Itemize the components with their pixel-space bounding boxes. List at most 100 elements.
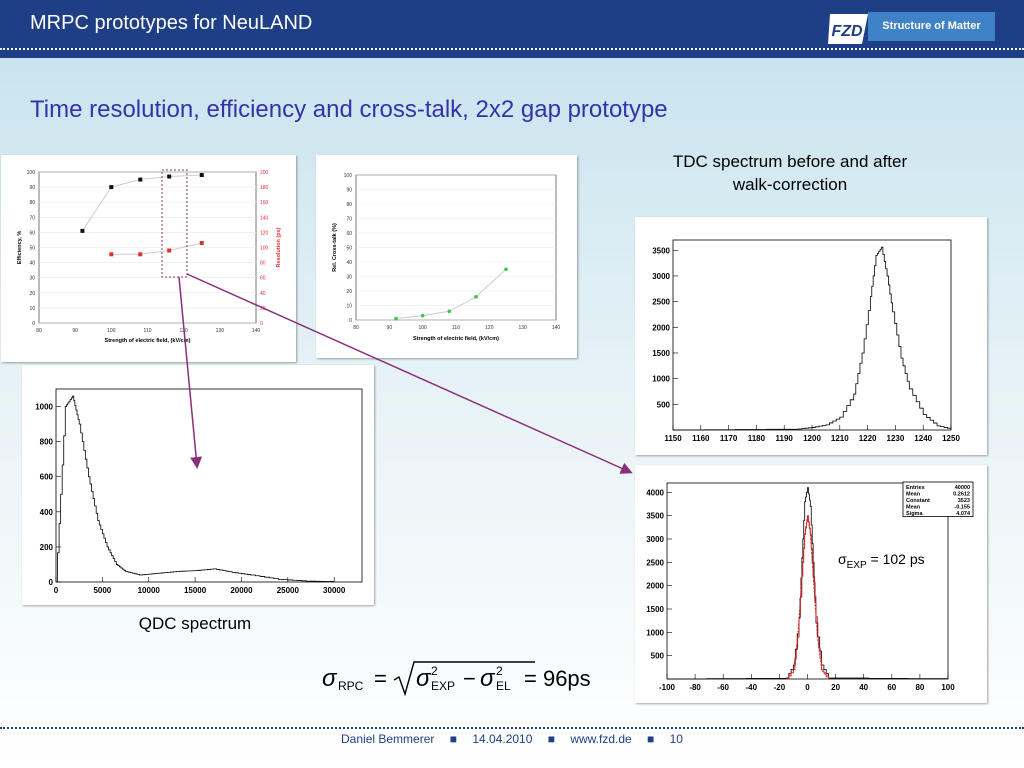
y-tick-label: 100	[27, 170, 36, 176]
formula-sub-el: EL	[496, 679, 511, 693]
y-tick-label: 400	[40, 508, 54, 517]
logo-text: FZD	[831, 23, 863, 40]
efficiency-chart-panel: 0 10 20 30 40 50 60 70 80 90 100 0 20 40 60 80 100 120 140…	[1, 155, 296, 362]
y-tick-label: 90	[346, 188, 352, 194]
slide-heading: Time resolution, efficiency and cross-ta…	[30, 96, 668, 123]
y2-tick-label: 40	[260, 291, 266, 297]
stats-key: Mean	[906, 505, 921, 511]
stats-value: 0.2612	[953, 492, 970, 498]
x-tick-label: 60	[887, 683, 896, 692]
x-tick-label: 1200	[803, 434, 821, 443]
y-tick-label: 2500	[646, 558, 664, 567]
footer-separator: ■	[547, 732, 555, 746]
y-tick-label: 3000	[652, 272, 670, 281]
plot-frame	[55, 388, 363, 583]
crosstalk-chart-panel: 0 10 20 30 40 50 60 70 80 90 100 80 90 100 110 120 130 14…	[316, 155, 577, 358]
y-tick-label: 3500	[646, 512, 664, 521]
x-tick-label: 1210	[831, 434, 849, 443]
y-tick-label: 10	[29, 306, 35, 312]
x-tick-label: 100	[418, 325, 427, 331]
stats-value: 4.074	[956, 511, 971, 517]
x-tick-label: 10000	[138, 586, 161, 595]
arrow-to-tdc	[186, 273, 633, 474]
stats-value: 3523	[958, 498, 970, 504]
x-tick-label: 5000	[93, 586, 111, 595]
y-axis-label: Efficiency, %	[17, 231, 23, 265]
efficiency-point	[167, 174, 172, 179]
resolution-point	[109, 252, 114, 257]
x-tick-label: -40	[746, 683, 758, 692]
x-axis-label: Strength of electric field, (kV/cm)	[105, 338, 191, 344]
x-tick-label: 1150	[664, 434, 682, 443]
x-tick-label: -80	[689, 683, 701, 692]
sigma-value: = 102 ps	[870, 551, 925, 567]
x-tick-label: 1220	[859, 434, 877, 443]
formula-minus: −	[463, 666, 476, 691]
y-tick-label: 70	[29, 215, 35, 221]
y-tick-label: 3500	[652, 246, 670, 255]
x-tick-label: 1180	[748, 434, 766, 443]
x-tick-label: 1160	[692, 434, 710, 443]
y-tick-label: 30	[29, 276, 35, 282]
footer-date: 14.04.2010	[472, 732, 533, 746]
highlight-box	[161, 169, 188, 278]
y2-tick-label: 60	[260, 276, 266, 282]
y2-tick-label: 140	[260, 215, 269, 221]
sigma-subscript: EXP	[846, 559, 867, 571]
formula-sup-el: 2	[496, 664, 503, 678]
efficiency-point	[80, 228, 85, 233]
gaussian-fit-curve	[786, 515, 829, 680]
x-tick-label: 100	[941, 683, 955, 692]
x-tick-label: 0	[54, 586, 59, 595]
y-tick-label: 600	[40, 473, 54, 482]
qdc-chart-panel: 0 200 400 600 800 1000 0 5000 10000 15000 20000 250…	[22, 365, 374, 605]
footer-page-number: 10	[669, 732, 683, 746]
efficiency-point	[138, 177, 143, 182]
formula-equals: =	[374, 666, 387, 691]
y-tick-label: 40	[29, 261, 35, 267]
sqrt-sign-icon	[393, 661, 535, 697]
y-tick-label: 70	[346, 217, 352, 223]
y2-tick-label: 80	[260, 261, 266, 267]
footer-website: www.fzd.de	[570, 732, 632, 746]
resolution-point	[199, 240, 204, 245]
x-tick-label: 1240	[914, 434, 932, 443]
x-tick-label: 20	[831, 683, 840, 692]
formula-sup-exp: 2	[431, 664, 438, 678]
crosstalk-point	[447, 309, 452, 314]
y-tick-label: 500	[657, 400, 671, 409]
x-tick-label: 80	[36, 328, 42, 334]
y-tick-label: 80	[29, 200, 35, 206]
formula-sub-rpc: RPC	[338, 679, 364, 693]
y-tick-label: 60	[29, 230, 35, 236]
x-tick-label: 25000	[277, 586, 300, 595]
stats-value: -0.155	[954, 505, 970, 511]
resolution-line	[111, 242, 202, 255]
y-tick-label: 200	[40, 543, 54, 552]
x-tick-label: 140	[252, 328, 261, 334]
tdc-walk-chart: 500 1000 1500 2000 2500 3000 3500 1150 1160 1170 1…	[652, 239, 960, 443]
x-tick-label: -60	[717, 683, 729, 692]
x-tick-label: 140	[552, 325, 561, 331]
x-tick-label: 0	[805, 683, 810, 692]
x-tick-label: -20	[774, 683, 786, 692]
y-tick-label: 40	[346, 260, 352, 266]
y-tick-label: 0	[349, 318, 352, 324]
crosstalk-point	[474, 295, 478, 299]
y-tick-label: 100	[344, 173, 353, 179]
x-tick-label: 110	[452, 325, 460, 331]
tdc-caption-line2: walk-correction	[732, 175, 848, 194]
x-tick-label: 1230	[887, 434, 905, 443]
tdc-fit-chart-panel: 500 1000 1500 2000 2500 3000 3500 4000 -100 -80 -6…	[635, 465, 987, 703]
y-tick-label: 4000	[646, 488, 664, 497]
footer-author: Daniel Bemmerer	[341, 732, 435, 746]
y-tick-label: 80	[346, 202, 352, 208]
y2-tick-label: 20	[260, 306, 266, 312]
x-tick-label: 40	[859, 683, 868, 692]
y-tick-label: 30	[346, 275, 352, 281]
y-tick-label: 0	[49, 578, 54, 587]
x-tick-label: 110	[144, 328, 152, 334]
y-tick-label: 20	[346, 289, 352, 295]
